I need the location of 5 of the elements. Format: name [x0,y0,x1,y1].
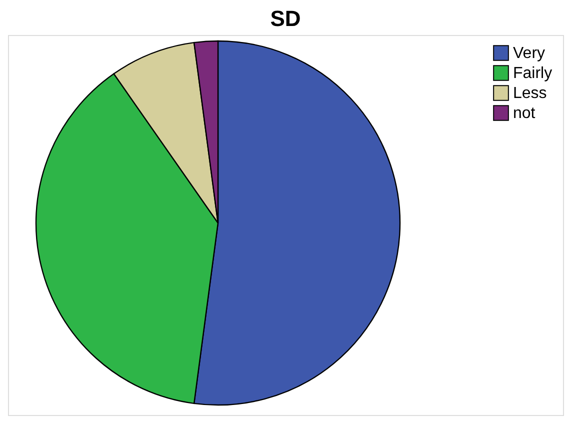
legend-label: Very [513,45,546,62]
legend-label: Fairly [513,65,552,82]
chart-title: SD [270,6,301,31]
legend-label: Less [513,85,547,102]
legend-label: not [513,105,536,122]
